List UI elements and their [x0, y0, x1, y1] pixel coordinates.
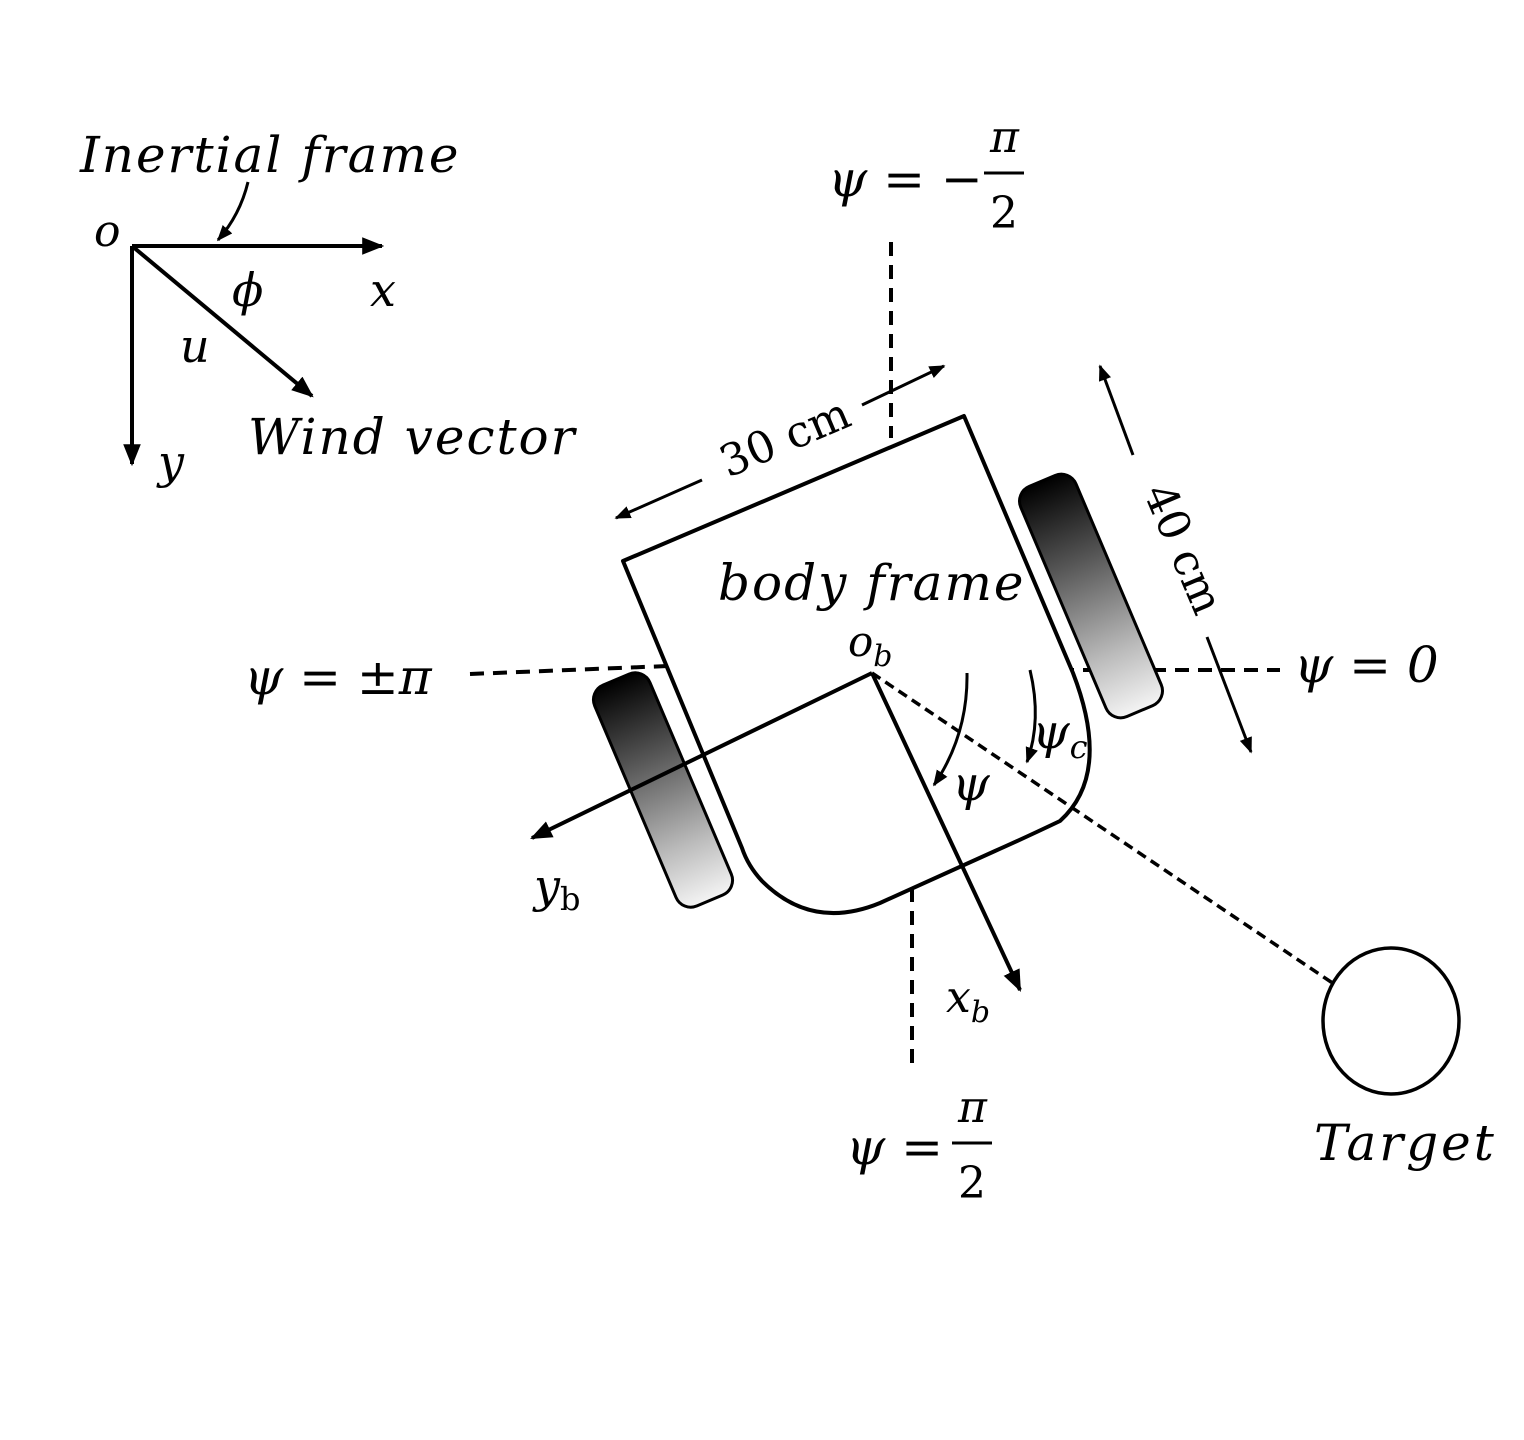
heading-pos-half-pi-denominator: 2 [958, 1158, 986, 1209]
psi-c-label: ψc [1032, 704, 1088, 766]
body-frame-label: body frame [718, 554, 1025, 612]
heading-neg-half-pi-label: ψ = − [828, 150, 983, 208]
psi-label: ψ [952, 756, 991, 812]
length-dimension-arrow-up [1098, 364, 1135, 456]
body-y-axis [530, 671, 873, 840]
inertial-label-pointer [216, 181, 250, 242]
inertial-frame-label: Inertial frame [79, 126, 460, 184]
wind-vector-arrow [130, 244, 314, 398]
wind-speed-label: u [180, 319, 210, 373]
target-circle [1321, 946, 1461, 1096]
right-wheel [1018, 472, 1164, 720]
inertial-origin-label: o [94, 206, 121, 257]
body-x-axis [870, 672, 1022, 992]
wind-angle-label: ϕ [232, 263, 263, 317]
heading-pi-line [469, 664, 669, 676]
psi-c-arc [1025, 669, 1038, 764]
body-x-label: xb [946, 972, 990, 1030]
psi-arc [932, 672, 969, 787]
target-line [871, 671, 1335, 986]
left-wheel [591, 671, 735, 909]
heading-pos-half-pi-label: ψ = [846, 1118, 943, 1176]
inertial-x-label: x [370, 263, 396, 317]
heading-neg-half-pi-numerator: π [989, 112, 1020, 163]
heading-neg-half-pi-denominator: 2 [990, 188, 1018, 239]
body-origin-label: ob [848, 617, 893, 674]
body-y-label: yb [532, 859, 580, 918]
robot-body-outline [621, 414, 1092, 915]
width-dimension-arrow-right [861, 364, 946, 407]
heading-zero-label: ψ = 0 [1294, 636, 1439, 694]
inertial-y-label: y [156, 435, 185, 489]
length-dimension-label: 40 cm [1133, 476, 1233, 621]
length-dimension-arrow-down [1205, 636, 1253, 754]
target-label: Target [1314, 1114, 1497, 1172]
heading-reference-lines [469, 242, 1280, 1064]
robot [591, 414, 1164, 915]
wind-vector-label: Wind vector [248, 408, 578, 466]
width-dimension-arrow-left [614, 478, 703, 520]
heading-angles: ψ ψc [932, 669, 1088, 812]
body-frame: body frame ob xb yb [530, 554, 1335, 1030]
heading-pi-label: ψ = ±π [244, 648, 433, 706]
heading-labels: ψ = − π 2 ψ = π 2 ψ = ±π ψ = 0 [244, 112, 1439, 1209]
inertial-frame: Inertial frame o x y ϕ u Wind vector [79, 126, 578, 489]
heading-pos-half-pi-numerator: π [957, 1082, 988, 1133]
target: Target [1314, 946, 1497, 1172]
